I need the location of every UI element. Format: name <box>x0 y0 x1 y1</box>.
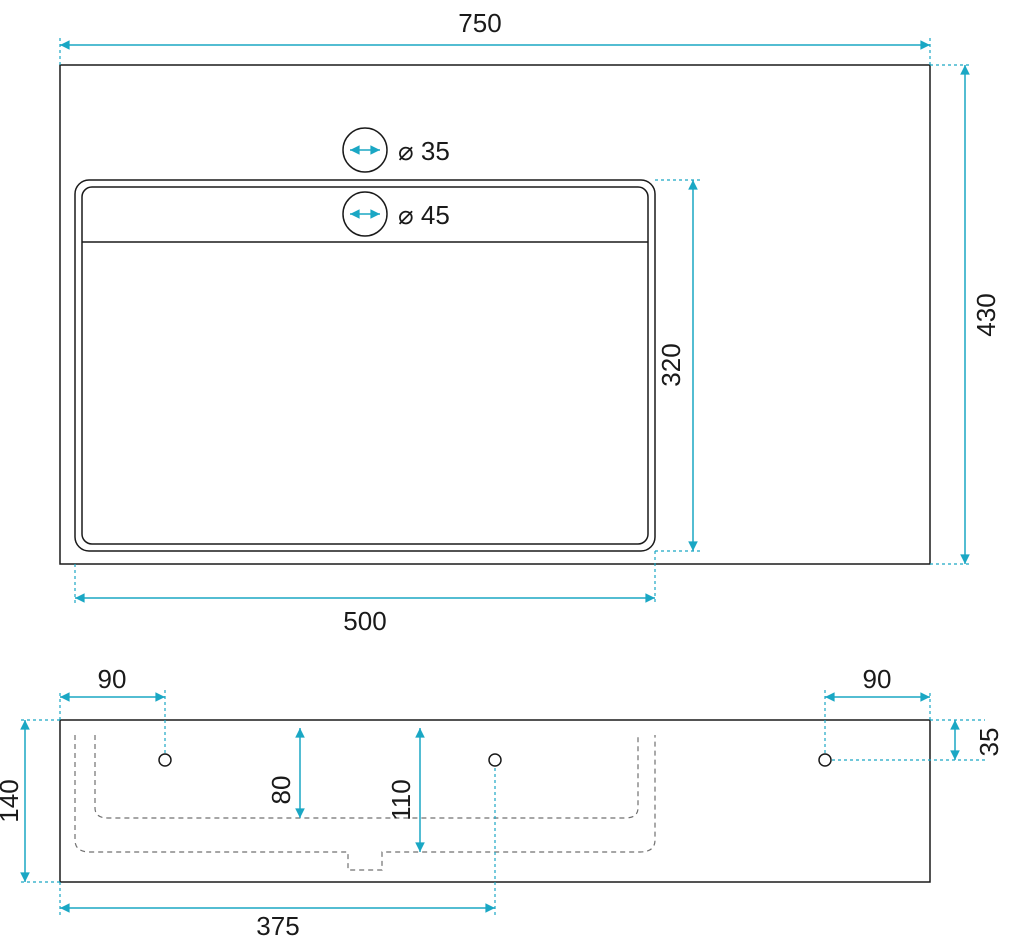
side-view: 90 90 35 140 80 110 375 <box>0 664 1004 937</box>
basin-width-500-label: 500 <box>343 606 386 636</box>
center-375-label: 375 <box>256 911 299 937</box>
right-90-label: 90 <box>863 664 892 694</box>
hole2-label: ⌀ 45 <box>398 200 450 230</box>
height-430-label: 430 <box>971 293 1001 336</box>
depth-80-label: 80 <box>266 776 296 805</box>
height-140-label: 140 <box>0 779 24 822</box>
depth-110-label: 110 <box>386 779 416 820</box>
offset-35-label: 35 <box>974 728 1004 757</box>
basin-height-320-label: 320 <box>656 343 686 386</box>
hole1-label: ⌀ 35 <box>398 136 450 166</box>
left-90-label: 90 <box>98 664 127 694</box>
width-750-label: 750 <box>458 8 501 38</box>
technical-drawing: ⌀ 35 ⌀ 45 750 430 320 500 <box>0 0 1020 937</box>
top-view: ⌀ 35 ⌀ 45 750 430 320 500 <box>60 8 1001 636</box>
